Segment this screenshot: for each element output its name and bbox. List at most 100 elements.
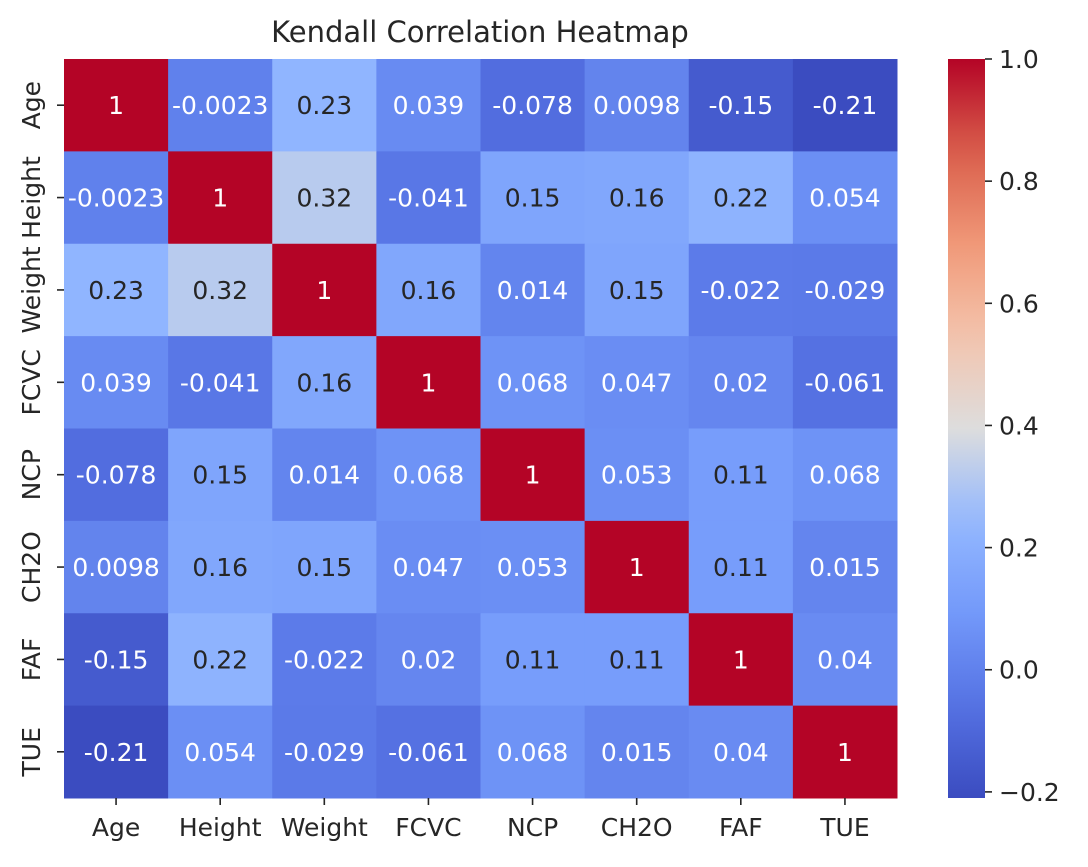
x-tick-label: FCVC xyxy=(395,813,461,842)
heatmap-cell xyxy=(376,59,481,152)
heatmap-cell xyxy=(168,520,273,614)
heatmap-cell xyxy=(480,336,586,429)
cell-value-label: 0.23 xyxy=(296,91,352,120)
cell-value-label: 0.054 xyxy=(184,738,256,767)
heatmap-cell xyxy=(168,613,273,707)
heatmap-cell xyxy=(688,613,794,707)
heatmap-cell xyxy=(480,59,586,152)
colorbar-tick-label: 0.6 xyxy=(999,289,1039,318)
heatmap-cell xyxy=(272,151,377,245)
heatmap-cell xyxy=(272,705,377,799)
heatmap-cell xyxy=(64,705,169,799)
colorbar-tick-label: 0.4 xyxy=(999,411,1039,440)
cell-value-label: 0.11 xyxy=(713,553,769,582)
y-tick-label: NCP xyxy=(17,449,46,500)
heatmap-cell xyxy=(272,613,377,707)
heatmap-cell xyxy=(584,705,690,799)
heatmap-cell xyxy=(272,243,377,337)
heatmap-cell-labels: 1 -0.0023 0.23 0.039 -0.078 0.0098 -0.15 -0.21 -… xyxy=(68,91,885,767)
x-tick-label: NCP xyxy=(507,813,558,842)
heatmap-cell xyxy=(792,613,898,707)
heatmap-cell xyxy=(64,428,169,522)
cell-value-label: 0.02 xyxy=(713,368,769,397)
cell-value-label: 0.054 xyxy=(809,184,881,213)
heatmap-cell xyxy=(376,243,481,337)
cell-value-label: 0.16 xyxy=(192,553,248,582)
cell-value-label: 0.11 xyxy=(505,645,561,674)
cell-value-label: 0.16 xyxy=(296,368,352,397)
heatmap-cell xyxy=(688,428,794,522)
heatmap-cell xyxy=(168,59,273,152)
heatmap-cell xyxy=(688,59,794,152)
cell-value-label: 0.039 xyxy=(80,368,152,397)
heatmap-cell xyxy=(64,243,169,337)
heatmap-cell xyxy=(792,151,898,245)
cell-value-label: -0.21 xyxy=(84,738,149,767)
cell-value-label: 0.15 xyxy=(192,461,248,490)
heatmap-cell xyxy=(480,428,586,522)
cell-value-label: 0.0098 xyxy=(593,91,680,120)
heatmap-cell xyxy=(272,520,377,614)
cell-value-label: 0.23 xyxy=(88,276,144,305)
cell-value-label: -0.041 xyxy=(388,184,469,213)
cell-value-label: -0.061 xyxy=(388,738,469,767)
cell-value-label: 0.16 xyxy=(609,184,665,213)
heatmap-cell xyxy=(272,59,377,152)
heatmap-cell xyxy=(792,705,898,799)
heatmap-cell xyxy=(688,336,794,429)
heatmap-cell xyxy=(168,705,273,799)
heatmap-cell xyxy=(792,520,898,614)
heatmap-cell xyxy=(64,59,169,152)
cell-value-label: -0.041 xyxy=(180,368,261,397)
cell-value-label: -0.029 xyxy=(284,738,365,767)
y-tick-label: FAF xyxy=(17,638,46,682)
y-tick-label: FCVC xyxy=(17,349,46,415)
cell-value-label: 0.053 xyxy=(601,461,673,490)
cell-value-label: 0.15 xyxy=(296,553,352,582)
x-tick-label: CH2O xyxy=(601,813,673,842)
heatmap-cell xyxy=(376,613,481,707)
cell-value-label: 1 xyxy=(212,184,228,213)
colorbar-tick-label: 0.0 xyxy=(999,656,1039,685)
cell-value-label: 0.068 xyxy=(497,368,569,397)
cell-value-label: 0.15 xyxy=(505,184,561,213)
cell-value-label: 1 xyxy=(420,368,436,397)
heatmap-cell xyxy=(584,613,690,707)
colorbar-tick-label: 0.8 xyxy=(999,167,1039,196)
x-tick-label: FAF xyxy=(719,813,763,842)
cell-value-label: 0.015 xyxy=(809,553,881,582)
cell-value-label: -0.0023 xyxy=(68,184,165,213)
cell-value-label: 0.11 xyxy=(609,645,665,674)
heatmap-cell xyxy=(688,243,794,337)
cell-value-label: 0.15 xyxy=(609,276,665,305)
cell-value-label: 0.0098 xyxy=(72,553,159,582)
heatmap-cell xyxy=(584,428,690,522)
cell-value-label: 0.11 xyxy=(713,461,769,490)
heatmap-cell xyxy=(792,336,898,429)
heatmap-cell xyxy=(480,151,586,245)
cell-value-label: 1 xyxy=(733,645,749,674)
cell-value-label: -0.078 xyxy=(492,91,573,120)
cell-value-label: 0.068 xyxy=(497,738,569,767)
y-tick-label: Height xyxy=(17,156,46,239)
heatmap-cell xyxy=(64,520,169,614)
cell-value-label: 0.047 xyxy=(393,553,465,582)
cell-value-label: 0.02 xyxy=(401,645,457,674)
cell-value-label: -0.029 xyxy=(805,276,886,305)
heatmap-cell xyxy=(64,613,169,707)
heatmap-cell xyxy=(688,705,794,799)
cell-value-label: 0.22 xyxy=(192,645,248,674)
cell-value-label: 1 xyxy=(316,276,332,305)
cell-value-label: 0.068 xyxy=(809,461,881,490)
heatmap-cell xyxy=(480,243,586,337)
heatmap-cell xyxy=(376,151,481,245)
cell-value-label: 0.047 xyxy=(601,368,673,397)
y-tick-label: TUE xyxy=(17,727,46,777)
heatmap-cell xyxy=(376,705,481,799)
heatmap-cell xyxy=(792,243,898,337)
heatmap-cell xyxy=(168,428,273,522)
y-tick-label: Age xyxy=(17,81,46,129)
heatmap-cell xyxy=(64,151,169,245)
colorbar-tick-label: −0.2 xyxy=(999,778,1060,807)
heatmap-cell xyxy=(584,59,690,152)
